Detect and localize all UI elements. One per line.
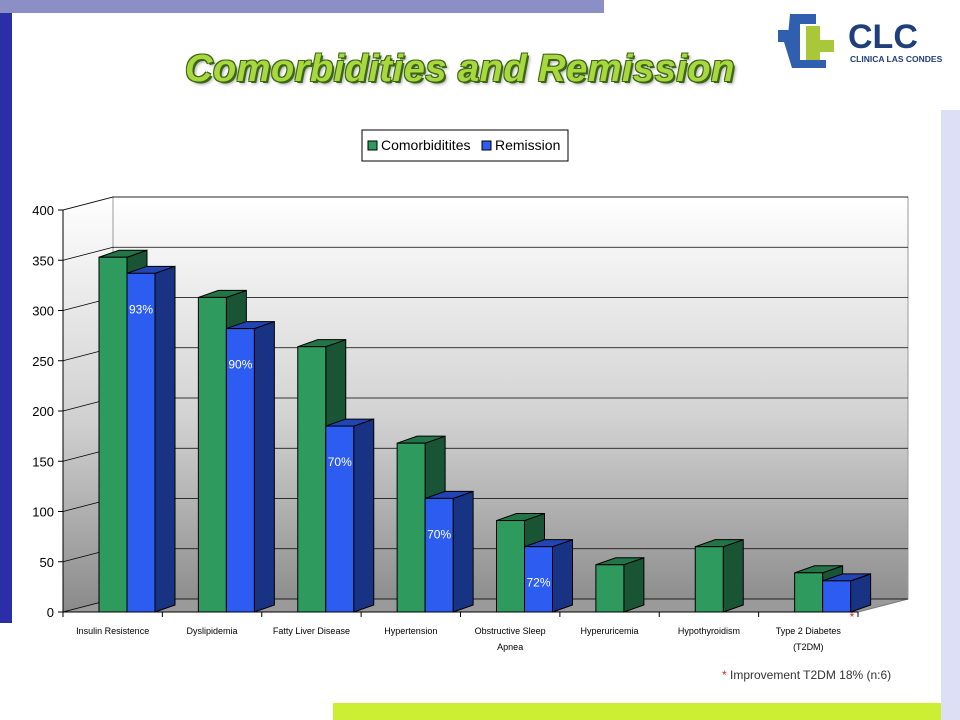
y-tick-label: 300 bbox=[32, 304, 54, 319]
bar-front bbox=[694, 546, 724, 613]
right-accent-bar bbox=[941, 110, 960, 720]
y-tick-label: 100 bbox=[32, 505, 54, 520]
bar-front bbox=[126, 272, 156, 613]
bar-front bbox=[794, 572, 824, 613]
y-tick-label: 250 bbox=[32, 354, 54, 369]
bar-front bbox=[496, 520, 525, 613]
remission-bar bbox=[325, 418, 375, 613]
y-tick-label: 0 bbox=[47, 605, 54, 620]
bar-side bbox=[154, 265, 176, 613]
bar-front bbox=[98, 256, 128, 613]
y-tick-label: 150 bbox=[32, 454, 54, 469]
y-tick-label: 400 bbox=[32, 203, 54, 218]
footnote-star: * bbox=[722, 668, 727, 682]
legend-box bbox=[361, 129, 569, 162]
data-label: 82% bbox=[825, 610, 849, 624]
data-label: 93% bbox=[129, 302, 153, 316]
gridline bbox=[62, 246, 908, 261]
bar-front bbox=[297, 346, 327, 613]
x-category-label: (T2DM) bbox=[793, 642, 824, 652]
bar-side bbox=[253, 320, 275, 613]
x-category-label: Insulin Resistence bbox=[76, 626, 149, 636]
slide-title: Comorbidities and Remission bbox=[185, 48, 735, 90]
data-label: 70% bbox=[427, 527, 451, 541]
x-category-label: Hypothyroidism bbox=[678, 626, 740, 636]
bar-front bbox=[396, 442, 426, 613]
x-category-label: Hypertension bbox=[384, 626, 437, 636]
x-category-label: Apnea bbox=[497, 642, 523, 652]
comorbidity-bar bbox=[595, 557, 645, 613]
x-category-label: Hyperuricemia bbox=[581, 626, 639, 636]
plot-background bbox=[62, 196, 909, 613]
bar-front bbox=[595, 564, 625, 613]
bar-side bbox=[452, 490, 474, 613]
comorbidity-bar bbox=[694, 538, 744, 613]
bar-front bbox=[325, 425, 355, 613]
bar-side bbox=[722, 538, 744, 613]
plot-floor bbox=[62, 598, 909, 613]
bar-side bbox=[552, 538, 573, 613]
remission-bar bbox=[424, 490, 474, 613]
y-tick-label: 50 bbox=[40, 555, 54, 570]
data-labels: 93% 90% 70% 70% 72% 82% * bbox=[129, 302, 855, 624]
top-accent-bar bbox=[0, 0, 604, 13]
x-category-label: Fatty Liver Disease bbox=[273, 626, 350, 636]
y-tick-label: 350 bbox=[32, 253, 54, 268]
bar-side bbox=[623, 557, 645, 613]
footnote-text: Improvement T2DM 18% (n:6) bbox=[726, 668, 892, 682]
axes: 0 50 100 150 200 250 300 350 400 Insulin Resisten… bbox=[32, 203, 859, 652]
logo-subtitle: CLINICA LAS CONDES bbox=[850, 54, 943, 64]
logo-text: CLC bbox=[848, 18, 918, 56]
x-category-label: Obstructive Sleep bbox=[475, 626, 546, 636]
logo-cross-icon bbox=[778, 14, 834, 68]
x-category-label: Type 2 Diabetes bbox=[776, 626, 842, 636]
data-label-mark: * bbox=[850, 610, 855, 624]
bars bbox=[98, 249, 872, 613]
legend-swatch bbox=[367, 140, 378, 151]
x-category-label: Dyslipidemia bbox=[187, 626, 238, 636]
legend-label: Comorbiditites bbox=[381, 137, 470, 153]
bar-front bbox=[822, 580, 852, 613]
bar-front bbox=[524, 546, 553, 613]
gridline bbox=[62, 196, 908, 211]
data-label: 72% bbox=[526, 576, 550, 590]
bar-front bbox=[424, 497, 454, 613]
bottom-accent-bar bbox=[333, 703, 941, 720]
footnote: * Improvement T2DM 18% (n:6) bbox=[722, 668, 891, 682]
legend-swatch bbox=[481, 140, 492, 151]
clc-logo: CLC CLINICA LAS CONDES bbox=[778, 14, 943, 68]
bar-front bbox=[225, 328, 255, 613]
data-label: 70% bbox=[328, 455, 352, 469]
legend: Comorbiditites Remission bbox=[361, 129, 569, 162]
remission-bar bbox=[225, 320, 275, 613]
remission-bar bbox=[822, 573, 872, 613]
y-tick-label: 200 bbox=[32, 404, 54, 419]
bar-side bbox=[353, 418, 375, 613]
remission-bar bbox=[126, 265, 176, 613]
bar-front bbox=[197, 296, 227, 613]
legend-label: Remission bbox=[495, 137, 560, 153]
remission-bar bbox=[524, 538, 573, 613]
data-label: 90% bbox=[228, 358, 252, 372]
left-accent-bar bbox=[0, 13, 12, 623]
